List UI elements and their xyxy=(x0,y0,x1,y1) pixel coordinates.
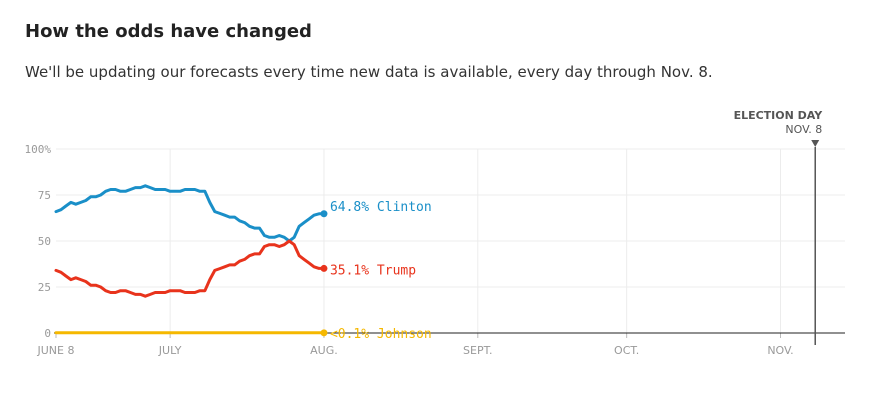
axis-layer: 0 25 50 75 100% JUNE 8 JULY AUG. SEPT. OCT. NOV. xyxy=(25,143,845,357)
clinton-end-label: 64.8% Clinton xyxy=(330,200,432,215)
y-tick-label: 100% xyxy=(25,143,52,156)
y-tick-label: 0 xyxy=(44,327,51,340)
y-tick-label: 25 xyxy=(38,281,51,294)
trump-endpoint xyxy=(320,264,328,272)
x-tick-label: OCT. xyxy=(614,344,639,357)
x-tick-label: SEPT. xyxy=(463,344,492,357)
grid-layer xyxy=(56,148,845,333)
election-day-arrow xyxy=(811,140,820,147)
series-layer xyxy=(54,184,328,337)
johnson-end-label: <0.1% Johnson xyxy=(330,327,432,342)
end-label-layer: 64.8% Clinton 35.1% Trump <0.1% Johnson xyxy=(330,200,432,342)
x-tick-label: AUG. xyxy=(310,344,338,357)
trump-end-label: 35.1% Trump xyxy=(330,263,416,278)
chart-title: How the odds have changed xyxy=(25,21,312,42)
y-tick-label: 50 xyxy=(38,235,51,248)
x-tick-label: NOV. xyxy=(767,344,793,357)
clinton-endpoint xyxy=(320,210,328,218)
x-tick-label: JULY xyxy=(158,344,182,357)
johnson-endpoint xyxy=(320,329,328,337)
clinton-line xyxy=(54,184,326,243)
trump-line xyxy=(54,239,326,298)
x-tick-label: JUNE 8 xyxy=(37,344,75,357)
chart-subtitle: We'll be updating our forecasts every ti… xyxy=(25,63,713,81)
election-day-label: ELECTION DAY xyxy=(734,109,824,122)
election-day-date: NOV. 8 xyxy=(785,123,822,136)
y-tick-label: 75 xyxy=(38,189,51,202)
